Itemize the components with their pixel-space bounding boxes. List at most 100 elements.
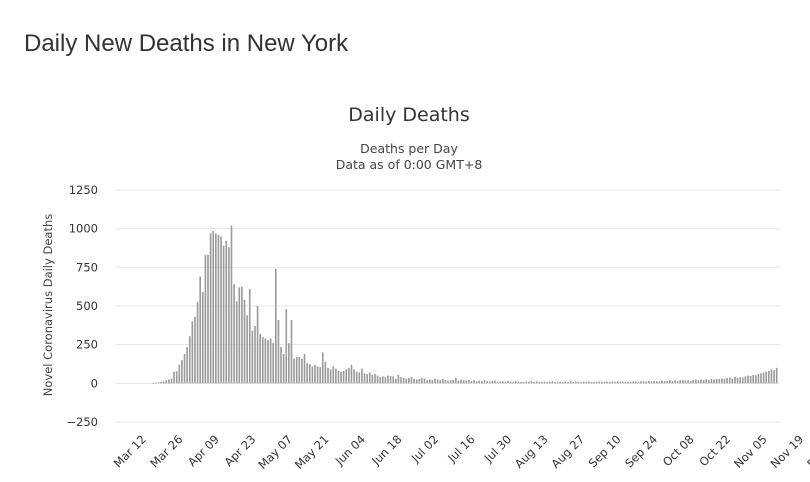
- data-bar: [721, 378, 723, 384]
- data-bar: [554, 381, 556, 384]
- data-bar: [413, 378, 415, 384]
- y-axis-title: Novel Coronavirus Daily Deaths: [41, 214, 55, 396]
- data-bar: [676, 381, 679, 384]
- data-bar: [661, 380, 663, 384]
- data-bar: [405, 378, 408, 384]
- x-tick-label: May 07: [255, 432, 295, 472]
- data-bar: [400, 377, 402, 384]
- data-bar: [642, 381, 645, 384]
- data-bar: [569, 381, 572, 384]
- data-bar: [546, 382, 548, 384]
- data-bar: [259, 333, 261, 384]
- data-bar: [186, 346, 188, 384]
- data-bar: [447, 380, 449, 384]
- data-bar: [272, 343, 275, 384]
- data-bar: [674, 380, 676, 384]
- data-bar: [152, 383, 155, 384]
- data-bar: [619, 381, 621, 384]
- data-bar: [241, 286, 243, 384]
- x-tick-label: Nov 19: [768, 432, 807, 471]
- x-tick-label: Jul 30: [481, 432, 514, 465]
- data-bar: [371, 374, 374, 384]
- data-bar: [449, 380, 452, 384]
- page-heading: Daily New Deaths in New York: [24, 30, 349, 57]
- data-bar: [760, 373, 762, 384]
- x-tick-label: Mar 26: [147, 432, 185, 470]
- data-bar: [462, 380, 465, 384]
- data-bar: [475, 381, 478, 384]
- data-bar: [768, 370, 770, 384]
- data-bar: [238, 287, 241, 384]
- data-bar: [303, 353, 306, 384]
- data-bar: [363, 373, 366, 384]
- data-bar: [337, 370, 340, 384]
- data-bar: [228, 247, 230, 384]
- data-bar: [749, 375, 752, 384]
- chart-subtitle-line-1: Deaths per Day: [360, 141, 458, 156]
- data-bar: [708, 380, 710, 384]
- data-bar: [773, 370, 775, 384]
- data-bar: [162, 381, 165, 384]
- chart-title: Daily Deaths: [348, 104, 469, 126]
- data-bar: [282, 353, 285, 384]
- data-bar: [525, 381, 528, 384]
- data-bar: [741, 377, 744, 384]
- data-bar: [181, 360, 183, 384]
- data-bar: [188, 336, 191, 384]
- data-bar: [739, 377, 741, 384]
- bar-series: [152, 225, 778, 384]
- data-bar: [504, 381, 507, 384]
- data-bar: [496, 381, 499, 384]
- x-tick-label: Aug 27: [548, 432, 587, 471]
- data-bar: [355, 371, 358, 384]
- data-bar: [358, 372, 361, 384]
- data-bar: [295, 357, 298, 384]
- data-bar: [288, 343, 290, 384]
- data-bar: [700, 379, 702, 384]
- data-bar: [577, 381, 580, 384]
- data-bar: [248, 288, 251, 384]
- data-bar: [595, 382, 598, 384]
- data-bar: [692, 379, 695, 384]
- data-bar: [535, 381, 538, 384]
- data-bar: [530, 381, 533, 384]
- data-bar: [374, 374, 376, 384]
- data-bar: [710, 379, 713, 384]
- y-tick-label: −250: [66, 415, 98, 429]
- data-bar: [246, 315, 248, 384]
- x-tick-label: Sep 24: [622, 432, 660, 470]
- data-bar: [551, 381, 554, 384]
- data-bar: [421, 377, 423, 384]
- data-bar: [575, 381, 577, 384]
- data-bar: [293, 358, 295, 384]
- data-bar: [470, 381, 473, 384]
- chart-subtitle-line-2: Data as of 0:00 GMT+8: [336, 157, 483, 172]
- data-bar: [624, 381, 627, 384]
- data-bar: [389, 375, 392, 384]
- y-tick-label: 0: [91, 376, 98, 390]
- data-bar: [473, 380, 475, 384]
- x-tick-label: Oct 22: [696, 432, 733, 469]
- data-bar: [499, 381, 501, 384]
- data-bar: [233, 284, 235, 384]
- y-tick-label: 500: [76, 299, 98, 313]
- data-bar: [230, 225, 233, 384]
- data-bar: [251, 330, 254, 384]
- data-bar: [207, 254, 209, 384]
- data-bar: [468, 379, 470, 384]
- data-bar: [329, 369, 332, 384]
- data-bar: [327, 367, 329, 384]
- data-bar: [533, 381, 535, 384]
- data-bar: [175, 371, 178, 384]
- data-bar: [616, 381, 619, 384]
- data-bar: [402, 377, 405, 384]
- data-bar: [559, 381, 561, 384]
- data-bar: [395, 378, 397, 384]
- data-bar: [290, 319, 293, 384]
- data-bar: [204, 254, 207, 384]
- data-bar: [695, 379, 697, 384]
- data-bar: [222, 245, 225, 384]
- data-bar: [681, 379, 684, 384]
- data-bar: [340, 371, 342, 384]
